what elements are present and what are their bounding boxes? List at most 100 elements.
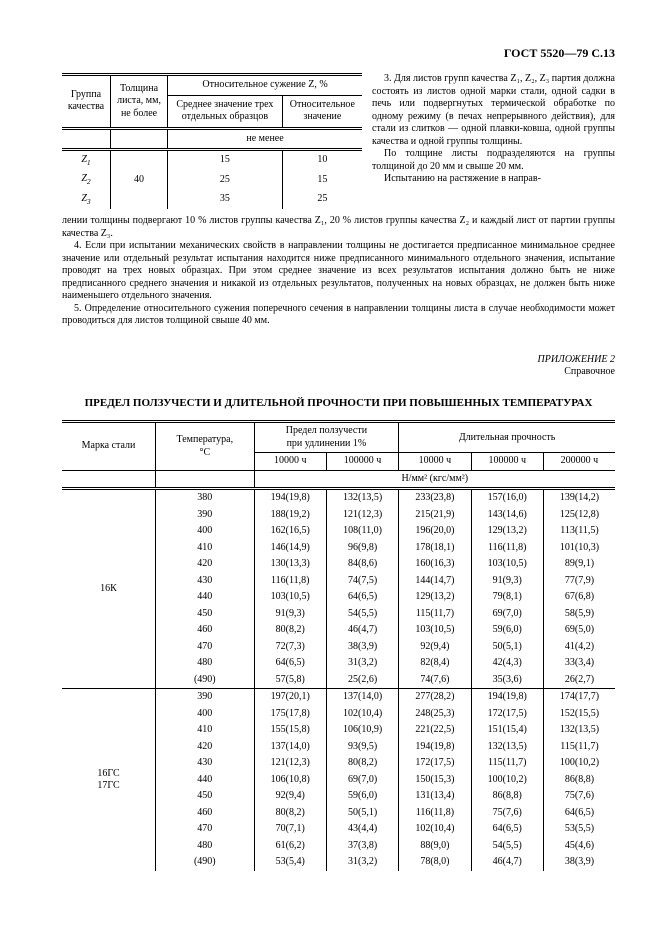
t2-cell: 460 [156, 622, 255, 639]
t2-cell: 72(7,3) [254, 639, 326, 656]
t1h-zspan: Относительное сужение Z, % [168, 75, 362, 96]
t2-cell: 470 [156, 639, 255, 656]
t2-mark: 16К [62, 489, 156, 689]
t2-cell: 400 [156, 706, 255, 723]
t1h-avg: Среднее значение трех отдельных образцов [168, 95, 283, 128]
t2-cell: 58(5,9) [543, 606, 615, 623]
t2-cell: 79(8,1) [471, 589, 543, 606]
t2-cell: 96(9,8) [326, 540, 398, 557]
t2-cell: 440 [156, 772, 255, 789]
t2-cell: 106(10,9) [326, 722, 398, 739]
t2-cell: 54(5,5) [471, 838, 543, 855]
t1-cell: 35 [168, 190, 283, 209]
t2-cell: 31(3,2) [326, 854, 398, 871]
t2-cell: 155(15,8) [254, 722, 326, 739]
t2-cell: 75(7,6) [471, 805, 543, 822]
t2-cell: 74(7,6) [399, 672, 471, 689]
t2-cell: 146(14,9) [254, 540, 326, 557]
t2-cell: 103(10,5) [254, 589, 326, 606]
t2-cell: 53(5,5) [543, 821, 615, 838]
t2-cell: 420 [156, 556, 255, 573]
t2-cell: 390 [156, 689, 255, 706]
t2-cell: 144(14,7) [399, 573, 471, 590]
t2-cell: 69(5,0) [543, 622, 615, 639]
t2-cell: 116(11,8) [471, 540, 543, 557]
t2-cell: 172(17,5) [399, 755, 471, 772]
t2-cell: 25(2,6) [326, 672, 398, 689]
t2-cell: 108(11,0) [326, 523, 398, 540]
t2-cell: 64(6,5) [471, 821, 543, 838]
t2-cell: 74(7,5) [326, 573, 398, 590]
t2-cell: 102(10,4) [399, 821, 471, 838]
t2-cell: 46(4,7) [326, 622, 398, 639]
t2-cell: (490) [156, 672, 255, 689]
t2-cell: 115(11,7) [471, 755, 543, 772]
t2h-mark: Марка стали [62, 422, 156, 471]
t2-cell: 125(12,8) [543, 507, 615, 524]
t2-cell: 92(9,4) [254, 788, 326, 805]
side-note: 3. Для листов групп качества Z₁, Z₂, Z₃ … [372, 73, 615, 186]
t2-cell: 233(23,8) [399, 489, 471, 507]
t2-cell: 75(7,6) [543, 788, 615, 805]
t2-cell: 121(12,3) [254, 755, 326, 772]
t2-cell: 470 [156, 821, 255, 838]
t2-cell: 91(9,3) [254, 606, 326, 623]
body-p2: 4. Если при испытании механических свойс… [62, 240, 615, 303]
t2-cell: 390 [156, 507, 255, 524]
t2-cell: 93(9,5) [326, 739, 398, 756]
t2-cell: 113(11,5) [543, 523, 615, 540]
t1-cell: 25 [282, 190, 362, 209]
t2-cell: 450 [156, 606, 255, 623]
t2-cell: 101(10,3) [543, 540, 615, 557]
t2-cell: 57(5,8) [254, 672, 326, 689]
t2-cell: 221(22,5) [399, 722, 471, 739]
t2h-units: Н/мм² (кгс/мм²) [254, 470, 615, 489]
t1-cell [110, 150, 167, 171]
t2-cell: 196(20,0) [399, 523, 471, 540]
t2-cell: 69(7,0) [326, 772, 398, 789]
t2-cell: 162(16,5) [254, 523, 326, 540]
t2-cell: 106(10,8) [254, 772, 326, 789]
t2-cell: 91(9,3) [471, 573, 543, 590]
t2-cell: 116(11,8) [399, 805, 471, 822]
t1-cell: 15 [168, 150, 283, 171]
t2-cell: 440 [156, 589, 255, 606]
t2-cell: 80(8,2) [326, 755, 398, 772]
t1-cell: 15 [282, 170, 362, 189]
t2-cell: 45(4,6) [543, 838, 615, 855]
t2h-temp: Температура, °С [156, 422, 255, 471]
t1h-group: Группа качества [62, 75, 110, 129]
t2-cell: 89(9,1) [543, 556, 615, 573]
t2-cell: 410 [156, 722, 255, 739]
t2-cell: 26(2,7) [543, 672, 615, 689]
t2-cell: 248(25,3) [399, 706, 471, 723]
t2-cell: 80(8,2) [254, 805, 326, 822]
t2h-100k-c: 100000 ч [326, 453, 398, 471]
t2-cell: 175(17,8) [254, 706, 326, 723]
t2-cell: 152(15,5) [543, 706, 615, 723]
t2-cell: 430 [156, 573, 255, 590]
t2-cell: 420 [156, 739, 255, 756]
t2-cell: 131(13,4) [399, 788, 471, 805]
t2-cell: 150(15,3) [399, 772, 471, 789]
t2-cell: 430 [156, 755, 255, 772]
t2-mark: 16ГС 17ГС [62, 689, 156, 871]
side-p1: 3. Для листов групп качества Z₁, Z₂, Z₃ … [372, 73, 615, 148]
appendix-kind: Справочное [564, 366, 615, 377]
t2-cell: 41(4,2) [543, 639, 615, 656]
body-p1: лении толщины подвергают 10 % листов гру… [62, 215, 615, 240]
t2-cell: 82(8,4) [399, 655, 471, 672]
t2-cell: 88(9,0) [399, 838, 471, 855]
t2-cell: 130(13,3) [254, 556, 326, 573]
t2-cell: 59(6,0) [326, 788, 398, 805]
t2-cell: 450 [156, 788, 255, 805]
t2-cell: 129(13,2) [471, 523, 543, 540]
t2-cell: 115(11,7) [543, 739, 615, 756]
t2-cell: 174(17,7) [543, 689, 615, 706]
t2-cell: 115(11,7) [399, 606, 471, 623]
t2-cell: 33(3,4) [543, 655, 615, 672]
t2-cell: 132(13,5) [326, 489, 398, 507]
t2-cell: 400 [156, 523, 255, 540]
t2-cell: 137(14,0) [254, 739, 326, 756]
t2-cell: 64(6,5) [326, 589, 398, 606]
